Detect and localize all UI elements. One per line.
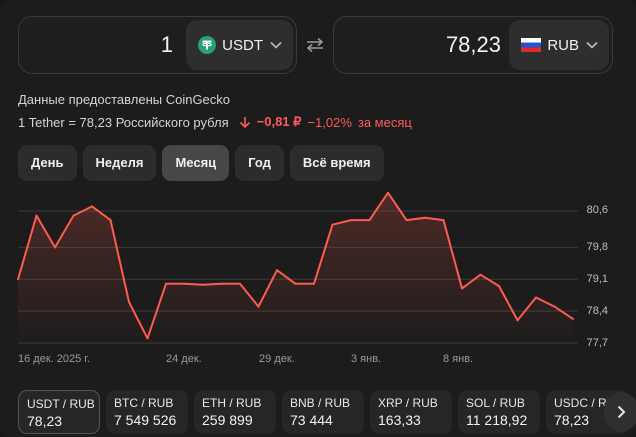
chart-data-point (146, 337, 149, 340)
pair-name: XRP / RUB (378, 396, 438, 410)
rate-change-pct: −1,02% (307, 114, 352, 130)
chart-data-point (35, 214, 38, 217)
period-tabs: День Неделя Месяц Год Всё время (18, 145, 384, 181)
from-currency-select[interactable]: USDT (186, 20, 293, 70)
to-amount-input[interactable]: 78,23 (445, 32, 501, 57)
arrow-down-icon (239, 116, 250, 128)
pair-name: ETH / RUB (202, 396, 262, 410)
pair-value: 7 549 526 (114, 412, 177, 428)
chart-data-point (498, 285, 500, 288)
chevron-right-icon (617, 405, 625, 419)
chart-data-point (294, 282, 297, 285)
period-tab-month[interactable]: Месяц (162, 145, 230, 181)
pair-value: 11 218,92 (466, 412, 528, 428)
chart-data-point (516, 319, 519, 322)
period-tab-day[interactable]: День (18, 145, 77, 181)
pair-card-sol-rub[interactable]: SOL / RUB 11 218,92 (458, 390, 540, 434)
period-tab-year[interactable]: Год (235, 145, 284, 181)
chart-data-point (350, 219, 352, 222)
pair-value: 163,33 (378, 412, 421, 428)
chart-data-point (202, 283, 204, 286)
chart-data-point (479, 273, 482, 276)
chart-data-point (17, 278, 19, 281)
from-currency-box[interactable]: 1 USDT (18, 16, 297, 74)
exchange-rate-line: 1 Tether = 78,23 Российского рубля −0,81… (18, 114, 412, 130)
price-chart (17, 191, 578, 350)
russia-flag-icon (521, 38, 542, 52)
chart-data-point (257, 305, 260, 308)
pair-card-usdt-rub[interactable]: USDT / RUB 78,23 (18, 390, 100, 434)
period-tab-week[interactable]: Неделя (82, 145, 157, 181)
tether-icon (198, 36, 217, 54)
x-tick-label: 29 дек. (259, 353, 295, 365)
y-tick-label: 79,1 (586, 273, 608, 285)
x-tick-label: 24 дек. (166, 353, 202, 365)
rate-change-period: за месяц (357, 114, 412, 130)
from-currency-label: USDT (222, 36, 263, 54)
pair-card-btc-rub[interactable]: BTC / RUB 7 549 526 (106, 390, 188, 434)
x-tick-label: 3 янв. (351, 353, 382, 365)
chart-data-point (220, 282, 223, 285)
chart-area-fill (18, 192, 573, 350)
chart-data-point (405, 219, 408, 222)
x-tick-label: 16 дек. 2025 г. (18, 353, 91, 365)
chart-data-point (368, 219, 371, 222)
chart-data-point (461, 287, 463, 290)
pair-name: USDT / RUB (27, 397, 95, 411)
chart-data-point (72, 214, 75, 217)
x-tick-label: 8 янв. (443, 353, 474, 365)
chart-data-point (183, 282, 186, 285)
chart-data-point (276, 269, 278, 272)
pair-card-xrp-rub[interactable]: XRP / RUB 163,33 (370, 390, 452, 434)
swap-arrows-icon (306, 37, 324, 53)
y-tick-label: 79,8 (586, 241, 608, 253)
pair-name: SOL / RUB (466, 396, 525, 410)
chart-data-point (128, 301, 130, 303)
y-tick-label: 80,6 (586, 204, 608, 216)
swap-currencies-button[interactable] (304, 34, 326, 56)
chart-data-point (109, 219, 112, 222)
chart-data-point (535, 296, 537, 299)
chart-data-point (424, 216, 426, 219)
chart-data-point (442, 219, 445, 222)
rate-text: 1 Tether = 78,23 Российского рубля (18, 114, 229, 130)
pair-value: 78,23 (27, 413, 63, 429)
y-tick-label: 78,4 (586, 305, 608, 317)
pair-card-bnb-rub[interactable]: BNB / RUB 73 444 (282, 390, 364, 434)
from-amount-input[interactable]: 1 (160, 32, 173, 57)
chart-data-point (572, 317, 574, 320)
pair-value: 73 444 (290, 412, 333, 428)
to-currency-select[interactable]: RUB (509, 20, 609, 70)
pair-value: 78,23 (554, 412, 590, 428)
rate-change-abs: −0,81 ₽ (256, 114, 302, 129)
chart-data-point (553, 305, 556, 308)
data-source-text: Данные предоставлены CoinGecko (18, 92, 231, 107)
chart-data-point (165, 282, 167, 285)
chevron-down-icon (269, 38, 283, 52)
chart-data-point (239, 282, 241, 285)
period-tab-all-time[interactable]: Всё время (289, 145, 384, 181)
pair-name: BTC / RUB (114, 396, 174, 410)
pair-name: BNB / RUB (290, 396, 351, 410)
scroll-pairs-right-button[interactable] (604, 392, 636, 432)
chart-data-point (91, 205, 93, 208)
currency-pairs-list: USDT / RUB 78,23 BTC / RUB 7 549 526 ETH… (18, 390, 628, 434)
chart-data-point (387, 191, 389, 194)
chart-data-point (331, 223, 334, 226)
to-currency-label: RUB (547, 36, 579, 54)
y-tick-label: 77,7 (586, 337, 608, 349)
pair-value: 259 899 (202, 412, 253, 428)
pair-card-eth-rub[interactable]: ETH / RUB 259 899 (194, 390, 276, 434)
chevron-down-icon (585, 38, 599, 52)
to-currency-box[interactable]: 78,23 RUB (333, 16, 613, 74)
chart-data-point (313, 282, 315, 285)
chart-data-point (54, 246, 56, 249)
